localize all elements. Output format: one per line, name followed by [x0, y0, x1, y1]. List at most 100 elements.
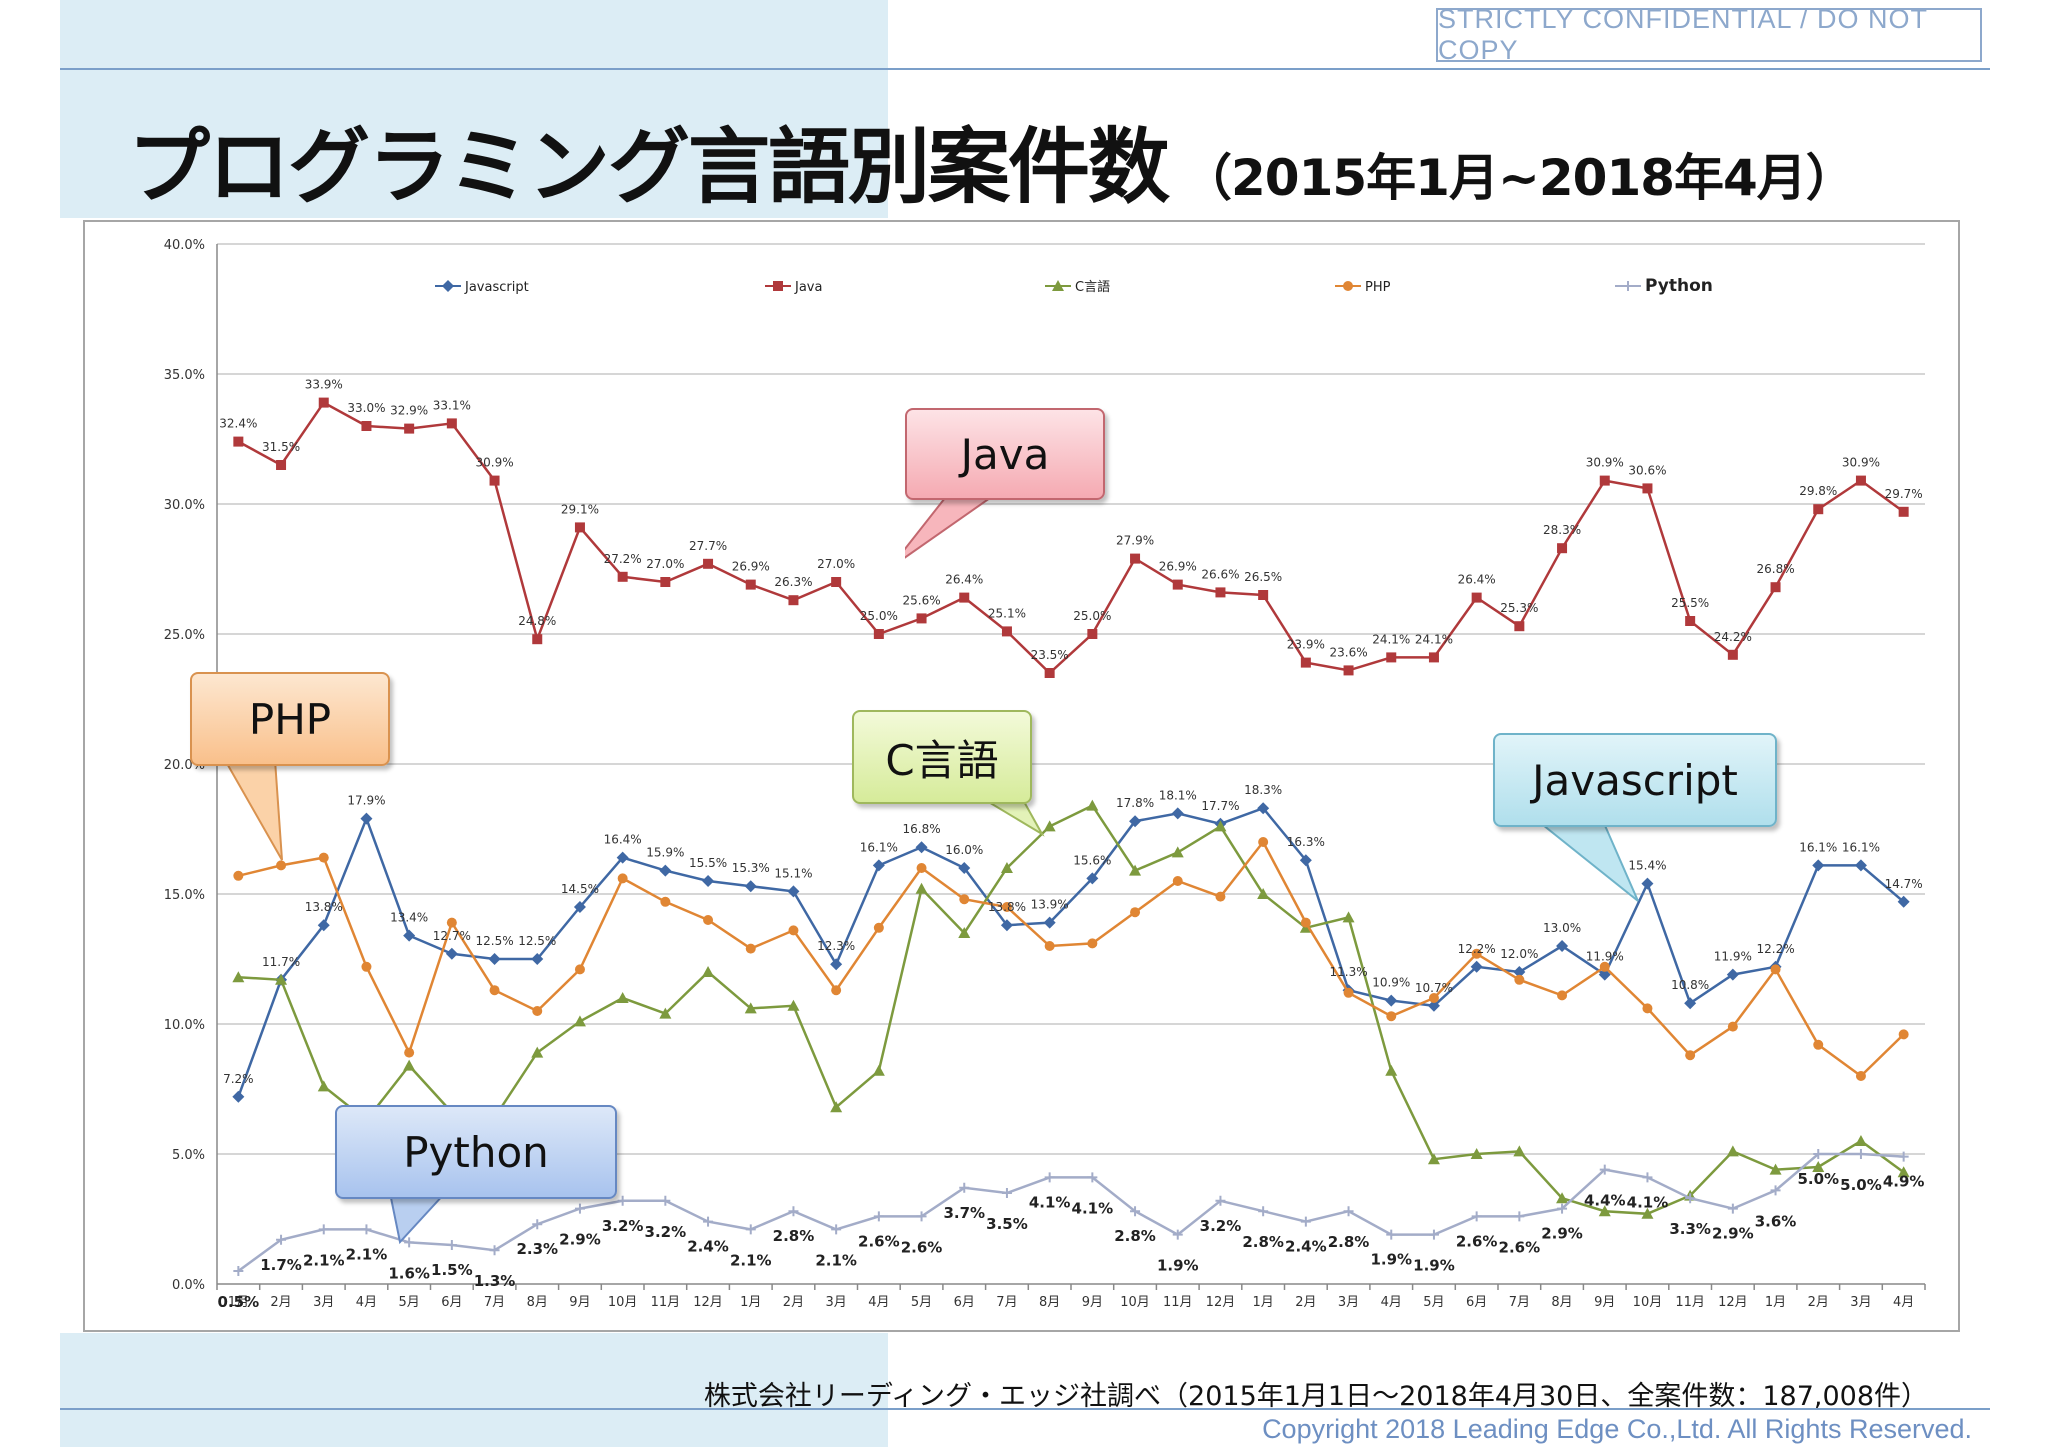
data-point — [1385, 994, 1398, 1007]
data-label: 24.2% — [1714, 630, 1752, 644]
data-label: 2.1% — [303, 1251, 345, 1269]
x-tick-label: 4月 — [356, 1295, 377, 1310]
x-tick-label: 11月 — [651, 1295, 681, 1310]
data-point — [1557, 1203, 1568, 1214]
data-point — [1172, 876, 1183, 886]
data-point — [1386, 1229, 1397, 1240]
data-point — [232, 1090, 245, 1103]
data-point — [1129, 864, 1142, 876]
x-tick-label: 1月 — [1253, 1295, 1274, 1310]
data-label: 1.9% — [1157, 1257, 1199, 1275]
callout-php: PHP — [190, 672, 390, 872]
data-label: 24.1% — [1372, 632, 1410, 646]
data-point — [1642, 1003, 1653, 1014]
data-point — [916, 863, 927, 873]
data-point — [617, 873, 628, 884]
x-tick-label: 6月 — [954, 1295, 975, 1310]
series-line — [238, 839, 1905, 1078]
data-label: 2.4% — [1285, 1238, 1327, 1256]
data-point — [616, 992, 629, 1003]
data-label: 1.9% — [1413, 1257, 1455, 1275]
data-label: 2.1% — [346, 1245, 388, 1263]
data-point — [1087, 938, 1098, 949]
x-tick-label: 6月 — [441, 1295, 462, 1310]
data-label: 26.5% — [1244, 570, 1282, 584]
data-label: 27.0% — [817, 557, 855, 571]
data-label: 5.0% — [1797, 1170, 1839, 1188]
data-point — [489, 1245, 500, 1256]
series-line — [237, 400, 1905, 675]
legend-marker — [1343, 281, 1353, 291]
data-point — [317, 919, 330, 932]
data-point — [1513, 1145, 1526, 1157]
data-point — [1514, 1211, 1525, 1222]
data-label: 3.2% — [1200, 1217, 1242, 1235]
data-point — [574, 964, 585, 975]
data-point — [1684, 997, 1697, 1010]
data-label: 2.1% — [730, 1251, 772, 1269]
data-label: 13.8% — [988, 900, 1026, 914]
data-label: 2.8% — [1114, 1227, 1156, 1245]
data-point — [446, 418, 457, 429]
x-tick-label: 9月 — [1082, 1295, 1103, 1310]
data-point — [915, 882, 928, 894]
data-point — [660, 896, 671, 907]
data-point — [232, 971, 245, 983]
data-label: 4.4% — [1584, 1192, 1626, 1210]
data-point — [1343, 987, 1354, 998]
data-label: 4.1% — [1072, 1199, 1114, 1217]
data-point — [446, 917, 457, 928]
legend-label: Java — [794, 280, 822, 295]
data-label: 23.9% — [1287, 638, 1325, 652]
data-point — [617, 571, 628, 582]
data-point — [489, 475, 500, 486]
data-point — [831, 577, 842, 587]
data-label: 17.7% — [1201, 799, 1239, 813]
data-point — [1685, 616, 1696, 626]
data-label: 10.8% — [1671, 978, 1709, 992]
data-label: 7.2% — [223, 1072, 254, 1086]
data-point — [1215, 891, 1226, 902]
data-point — [659, 1007, 672, 1019]
data-point — [403, 1059, 416, 1071]
series-line — [237, 1152, 1904, 1273]
data-label: 1.7% — [260, 1256, 302, 1274]
data-point — [1854, 1135, 1867, 1146]
data-point — [1087, 1172, 1098, 1183]
x-tick-label: 5月 — [399, 1295, 420, 1310]
data-label: 26.4% — [945, 573, 983, 587]
x-tick-label: 1月 — [1765, 1295, 1786, 1310]
header-rule — [60, 68, 1990, 70]
data-point — [233, 1266, 244, 1276]
data-point — [1854, 859, 1867, 872]
x-tick-label: 2月 — [270, 1295, 291, 1310]
data-point — [1727, 1021, 1738, 1032]
data-point — [1898, 1029, 1909, 1040]
page-title-period: （2015年1月~2018年4月） — [1182, 149, 1856, 207]
data-point — [1641, 877, 1654, 890]
data-label: 26.8% — [1756, 562, 1794, 576]
x-tick-label: 10月 — [608, 1295, 638, 1310]
data-label: 16.1% — [1799, 840, 1837, 854]
data-point — [1000, 862, 1013, 873]
data-label: 2.8% — [1328, 1233, 1370, 1251]
data-label: 3.7% — [943, 1204, 985, 1222]
data-point — [574, 522, 585, 533]
data-label: 16.8% — [902, 822, 940, 836]
data-point — [1897, 1166, 1910, 1178]
data-label: 27.2% — [604, 552, 642, 566]
data-point — [1215, 587, 1226, 598]
data-point — [703, 1216, 714, 1227]
data-point — [660, 577, 671, 587]
callout-java: Java — [905, 408, 1105, 608]
data-point — [916, 613, 927, 624]
legend-label: Python — [1645, 276, 1713, 296]
data-point — [1001, 1188, 1012, 1198]
legend-marker — [442, 280, 454, 292]
data-point — [1086, 799, 1099, 811]
x-tick-label: 12月 — [1718, 1295, 1748, 1310]
legend-label: PHP — [1365, 280, 1391, 295]
callout-javascript: Javascript — [1493, 733, 1783, 933]
data-label: 0.5% — [218, 1293, 260, 1311]
x-tick-label: 7月 — [1509, 1295, 1530, 1310]
